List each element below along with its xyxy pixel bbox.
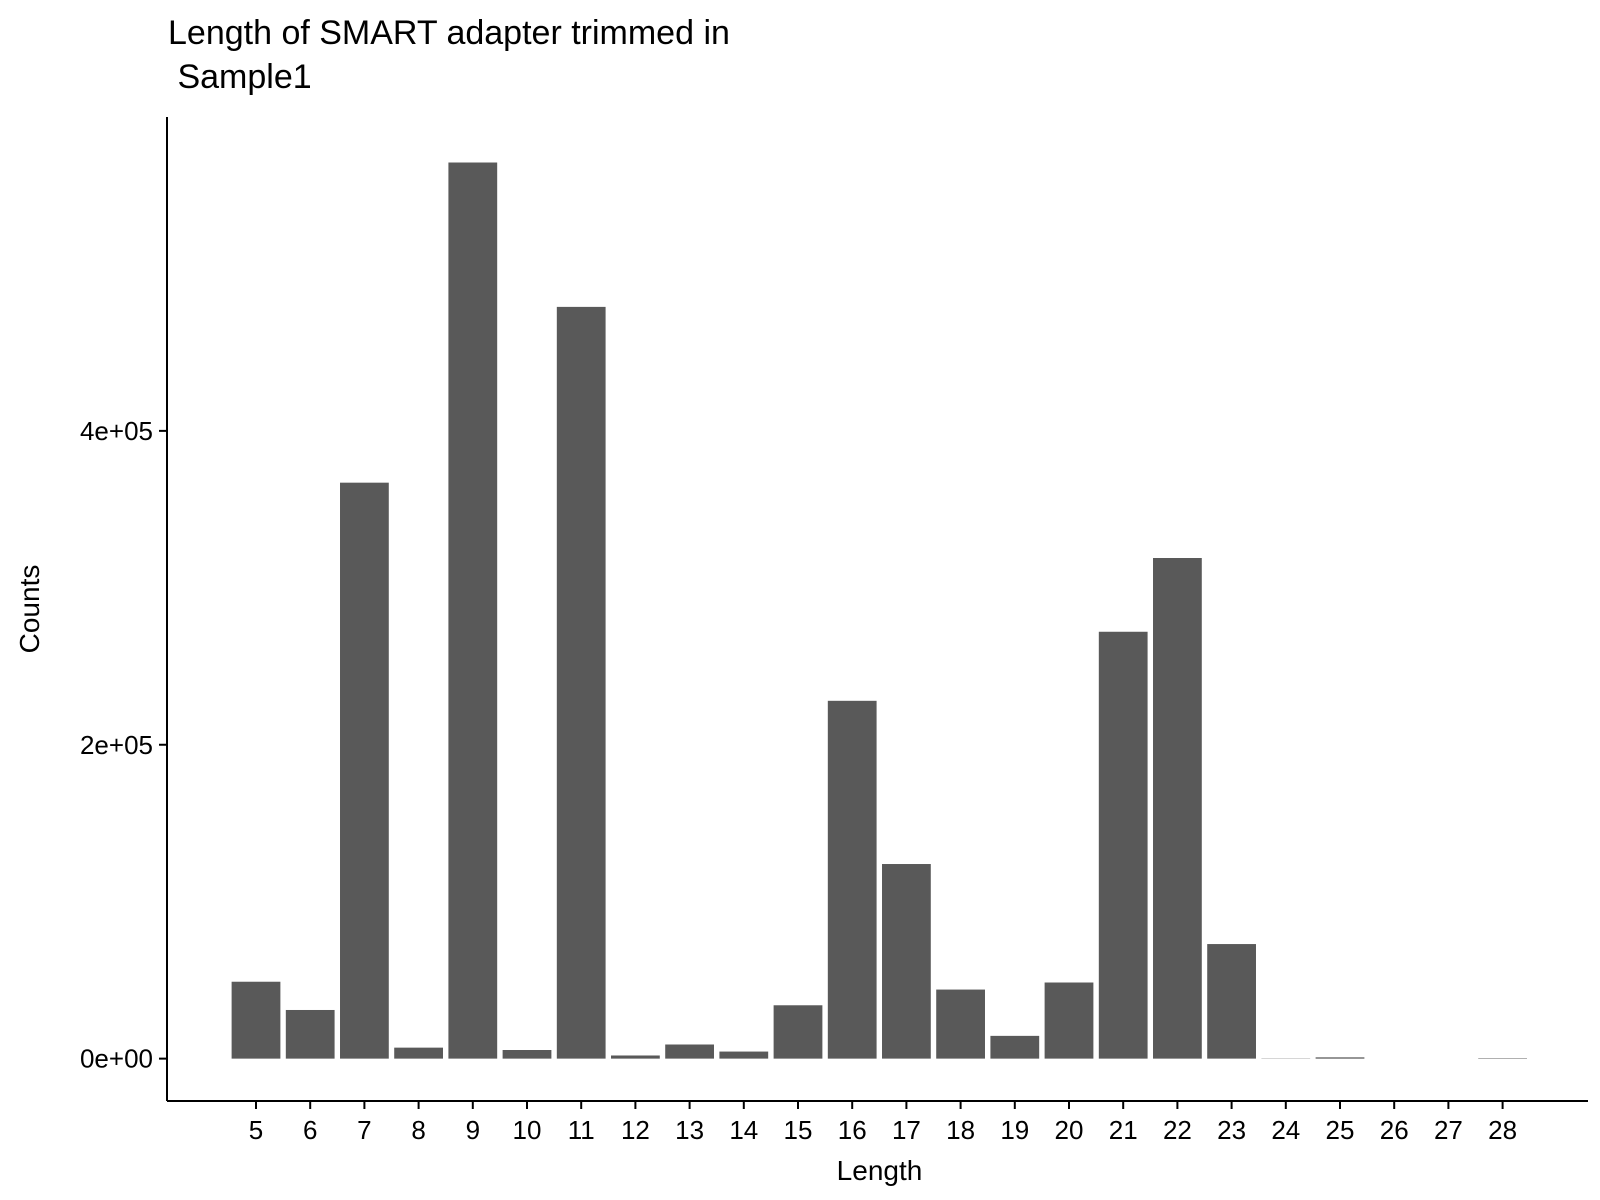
bar-11 <box>556 306 606 1059</box>
bar-16 <box>827 700 877 1059</box>
bar-21 <box>1098 631 1148 1059</box>
x-tick-label: 13 <box>675 1115 704 1145</box>
x-tick-label: 21 <box>1109 1115 1138 1145</box>
x-tick-label: 11 <box>568 1115 595 1145</box>
x-tick-label: 15 <box>784 1115 813 1145</box>
x-tick-label: 18 <box>946 1115 975 1145</box>
bar-14 <box>719 1051 769 1059</box>
bar-25 <box>1315 1057 1365 1059</box>
x-tick-label: 9 <box>466 1115 480 1145</box>
bar-13 <box>665 1044 714 1059</box>
bar-5 <box>231 981 281 1059</box>
bar-20 <box>1044 982 1094 1059</box>
x-tick-label: 10 <box>513 1115 542 1145</box>
x-tick-label: 14 <box>729 1115 758 1145</box>
bar-7 <box>340 482 389 1059</box>
x-tick-label: 22 <box>1163 1115 1192 1145</box>
y-tick-label: 2e+05 <box>80 730 153 760</box>
chart-title-line-2: Sample1 <box>168 58 312 96</box>
bar-8 <box>394 1047 443 1059</box>
bar-10 <box>502 1050 552 1059</box>
bar-22 <box>1153 558 1202 1059</box>
bar-17 <box>882 864 931 1059</box>
x-tick-label: 5 <box>249 1115 263 1145</box>
y-axis-ticks: 0e+00 2e+05 4e+05 <box>80 416 167 1074</box>
bar-15 <box>773 1005 823 1059</box>
x-tick-label: 19 <box>1000 1115 1029 1145</box>
x-tick-label: 23 <box>1217 1115 1246 1145</box>
x-tick-label: 8 <box>411 1115 425 1145</box>
x-tick-label: 12 <box>621 1115 650 1145</box>
bar-12 <box>611 1055 660 1059</box>
x-tick-label: 25 <box>1326 1115 1355 1145</box>
y-tick-label: 4e+05 <box>80 416 153 446</box>
x-tick-label: 17 <box>892 1115 921 1145</box>
x-axis-title: Length <box>837 1155 923 1186</box>
x-tick-label: 24 <box>1271 1115 1300 1145</box>
x-tick-label: 28 <box>1488 1115 1517 1145</box>
bar-18 <box>936 989 985 1059</box>
bars-group <box>231 162 1527 1059</box>
bar-19 <box>990 1035 1040 1059</box>
y-tick-label: 0e+00 <box>80 1044 153 1074</box>
bar-6 <box>285 1009 335 1059</box>
chart-title-line-1: Length of SMART adapter trimmed in <box>168 14 730 52</box>
x-tick-label: 6 <box>303 1115 317 1145</box>
x-tick-label: 7 <box>357 1115 371 1145</box>
bar-9 <box>448 162 498 1059</box>
x-tick-label: 16 <box>838 1115 867 1145</box>
x-tick-label: 20 <box>1055 1115 1084 1145</box>
bar-23 <box>1207 944 1256 1059</box>
y-axis-title: Counts <box>14 565 45 654</box>
x-axis-ticks: 5 6 7 8 9 10 11 12 13 14 15 16 17 18 19 20 21 22 23 24 25 26 2… <box>249 1101 1517 1145</box>
x-tick-label: 26 <box>1380 1115 1409 1145</box>
x-tick-label: 27 <box>1434 1115 1463 1145</box>
chart-title: Length of SMART adapter trimmed in Sampl… <box>168 14 730 96</box>
